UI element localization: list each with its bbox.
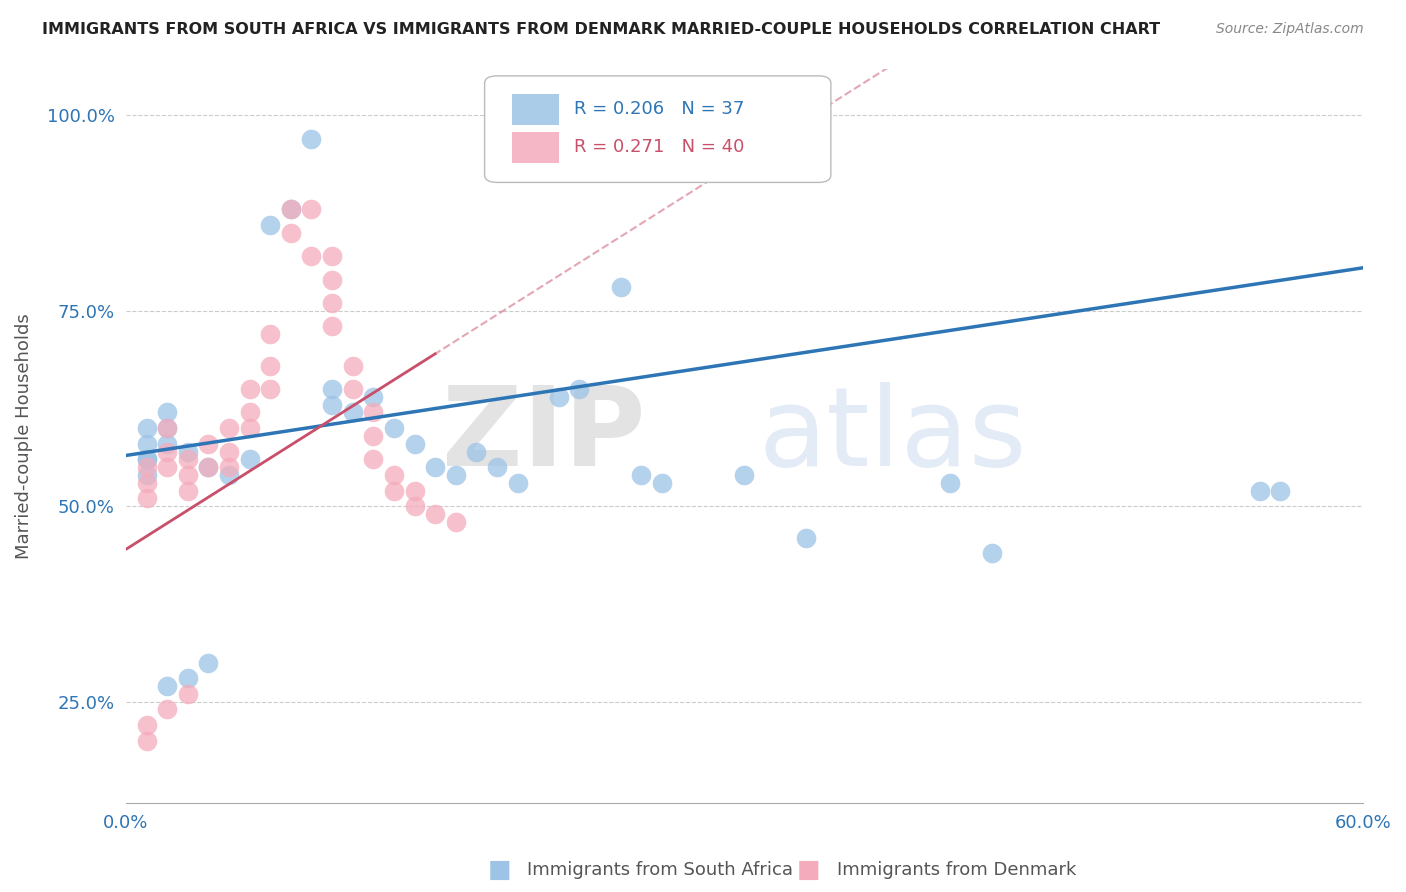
Point — [382, 483, 405, 498]
Point — [239, 421, 262, 435]
Point — [197, 436, 219, 450]
Point — [156, 702, 179, 716]
Point — [301, 249, 323, 263]
Point — [444, 515, 467, 529]
Point — [506, 475, 529, 490]
Point — [423, 460, 446, 475]
Point — [259, 327, 281, 342]
Point — [218, 460, 240, 475]
Bar — [512, 95, 558, 125]
Point — [280, 202, 302, 217]
Point — [135, 718, 157, 732]
Point — [568, 382, 591, 396]
Point — [156, 460, 179, 475]
Point — [156, 421, 179, 435]
Point — [382, 467, 405, 482]
Point — [218, 467, 240, 482]
Point — [259, 359, 281, 373]
Point — [177, 483, 200, 498]
Point — [239, 452, 262, 467]
Point — [321, 382, 343, 396]
Point — [135, 421, 157, 435]
Point — [177, 444, 200, 458]
Point — [177, 467, 200, 482]
Point — [135, 460, 157, 475]
Point — [465, 444, 488, 458]
Point — [363, 429, 385, 443]
Point — [342, 359, 364, 373]
Point — [444, 467, 467, 482]
Point — [301, 132, 323, 146]
Point — [156, 421, 179, 435]
Point — [280, 202, 302, 217]
Point — [342, 405, 364, 419]
Point — [135, 452, 157, 467]
Point — [239, 382, 262, 396]
Point — [197, 460, 219, 475]
Text: atlas: atlas — [758, 383, 1026, 490]
Text: R = 0.206   N = 37: R = 0.206 N = 37 — [574, 100, 744, 118]
FancyBboxPatch shape — [485, 76, 831, 182]
Point — [177, 452, 200, 467]
Point — [363, 405, 385, 419]
Point — [382, 421, 405, 435]
Point — [321, 272, 343, 286]
Y-axis label: Married-couple Households: Married-couple Households — [15, 313, 32, 558]
Point — [135, 452, 157, 467]
Text: ■: ■ — [797, 858, 820, 881]
Point — [259, 218, 281, 232]
Text: Immigrants from Denmark: Immigrants from Denmark — [837, 861, 1076, 879]
Point — [404, 500, 426, 514]
Point — [301, 202, 323, 217]
Point — [177, 687, 200, 701]
Point — [135, 475, 157, 490]
Text: Source: ZipAtlas.com: Source: ZipAtlas.com — [1216, 22, 1364, 37]
Point — [156, 444, 179, 458]
Point — [135, 436, 157, 450]
Point — [404, 483, 426, 498]
Point — [423, 507, 446, 521]
Point — [135, 467, 157, 482]
Point — [156, 679, 179, 693]
Point — [733, 467, 755, 482]
Bar — [512, 132, 558, 163]
Point — [1270, 483, 1292, 498]
Point — [547, 390, 569, 404]
Text: ZIP: ZIP — [441, 383, 645, 490]
Point — [342, 382, 364, 396]
Point — [197, 656, 219, 670]
Point — [218, 421, 240, 435]
Point — [259, 382, 281, 396]
Text: IMMIGRANTS FROM SOUTH AFRICA VS IMMIGRANTS FROM DENMARK MARRIED-COUPLE HOUSEHOLD: IMMIGRANTS FROM SOUTH AFRICA VS IMMIGRAN… — [42, 22, 1160, 37]
Point — [280, 226, 302, 240]
Point — [609, 280, 631, 294]
Text: ■: ■ — [488, 858, 510, 881]
Point — [197, 460, 219, 475]
Point — [321, 319, 343, 334]
Point — [321, 296, 343, 310]
Point — [363, 390, 385, 404]
Point — [363, 452, 385, 467]
Point — [156, 436, 179, 450]
Point — [135, 491, 157, 506]
Point — [651, 475, 673, 490]
Point — [321, 249, 343, 263]
Point — [1249, 483, 1271, 498]
Point — [485, 460, 508, 475]
Point — [404, 436, 426, 450]
Point — [177, 671, 200, 685]
Point — [630, 467, 652, 482]
Point — [156, 405, 179, 419]
Point — [939, 475, 962, 490]
Text: Immigrants from South Africa: Immigrants from South Africa — [527, 861, 793, 879]
Point — [321, 398, 343, 412]
Point — [980, 546, 1002, 560]
Point — [218, 444, 240, 458]
Point — [135, 733, 157, 747]
Point — [794, 531, 817, 545]
Point — [239, 405, 262, 419]
Text: R = 0.271   N = 40: R = 0.271 N = 40 — [574, 138, 744, 156]
